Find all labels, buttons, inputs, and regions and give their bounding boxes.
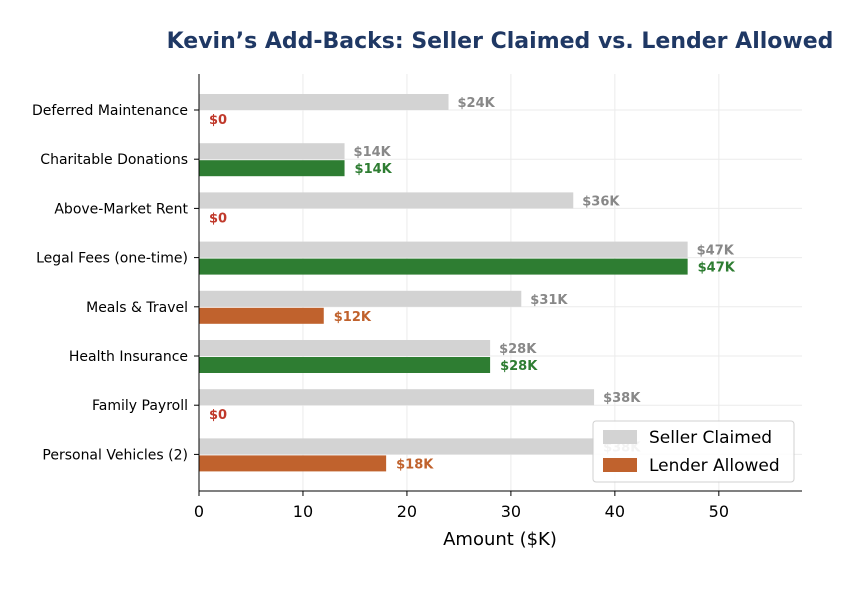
category-label-health-insurance: Health Insurance [69, 349, 188, 365]
bar-seller-claimed-health-insurance [199, 340, 491, 356]
bar-seller-claimed-above-market-rent [199, 192, 574, 209]
category-label-meals-travel: Meals & Travel [86, 300, 188, 316]
legend: Seller Claimed Lender Allowed [592, 420, 795, 483]
value-label-lender-allowed-family-payroll: $0 [209, 408, 227, 423]
x-tick-label: 30 [501, 502, 521, 521]
bar-lender-allowed-charitable-donations [199, 160, 345, 177]
axes: 0 10 20 30 40 50 Deferred Maintenance Charitabl… [32, 74, 802, 521]
chart-title: Kevin’s Add-Backs: Seller Claimed vs. Le… [167, 29, 834, 54]
bar-seller-claimed-deferred-maintenance [199, 94, 449, 110]
x-axis-label: Amount ($K) [443, 529, 557, 550]
value-label-seller-claimed-meals-travel: $31K [530, 293, 568, 308]
category-label-family-payroll: Family Payroll [92, 398, 188, 414]
bar-seller-claimed-family-payroll [199, 389, 595, 406]
legend-swatch-seller-claimed [603, 430, 637, 444]
value-label-lender-allowed-deferred-maintenance: $0 [209, 113, 227, 128]
bar-seller-claimed-charitable-donations [199, 143, 345, 160]
value-label-seller-claimed-above-market-rent: $36K [582, 194, 620, 209]
legend-swatch-lender-allowed [603, 458, 637, 472]
bar-lender-allowed-health-insurance [199, 357, 491, 373]
legend-label-seller-claimed: Seller Claimed [649, 428, 772, 448]
value-label-lender-allowed-health-insurance: $28K [500, 359, 538, 374]
value-label-lender-allowed-meals-travel: $12K [334, 310, 372, 325]
x-tick-label: 40 [605, 502, 625, 521]
value-label-seller-claimed-deferred-maintenance: $24K [458, 96, 496, 111]
value-label-seller-claimed-family-payroll: $38K [603, 391, 641, 406]
category-label-deferred-maintenance: Deferred Maintenance [32, 103, 188, 119]
value-label-seller-claimed-legal-fees-one-time: $47K [697, 244, 735, 259]
value-label-lender-allowed-charitable-donations: $14K [355, 162, 393, 177]
bar-lender-allowed-personal-vehicles-2 [199, 455, 387, 472]
legend-label-lender-allowed: Lender Allowed [649, 456, 780, 476]
bars [199, 94, 688, 472]
x-tick-label: 0 [194, 502, 204, 521]
bar-seller-claimed-personal-vehicles-2 [199, 438, 595, 455]
bar-seller-claimed-meals-travel [199, 290, 522, 307]
value-label-lender-allowed-legal-fees-one-time: $47K [698, 261, 736, 276]
category-label-charitable-donations: Charitable Donations [40, 152, 188, 168]
value-label-seller-claimed-health-insurance: $28K [499, 342, 537, 357]
x-tick-label: 50 [709, 502, 729, 521]
bar-seller-claimed-legal-fees-one-time [199, 241, 688, 258]
legend-box [592, 420, 795, 483]
category-label-above-market-rent: Above-Market Rent [54, 201, 188, 217]
bar-lender-allowed-meals-travel [199, 307, 324, 324]
category-label-legal-fees-one-time: Legal Fees (one-time) [36, 251, 188, 267]
x-tick-label: 20 [397, 502, 417, 521]
x-tick-label: 10 [293, 502, 313, 521]
bar-lender-allowed-legal-fees-one-time [199, 258, 688, 275]
value-label-lender-allowed-personal-vehicles-2: $18K [396, 457, 434, 472]
category-label-personal-vehicles-2: Personal Vehicles (2) [42, 447, 188, 463]
value-label-lender-allowed-above-market-rent: $0 [209, 211, 227, 226]
value-label-seller-claimed-charitable-donations: $14K [354, 145, 392, 160]
